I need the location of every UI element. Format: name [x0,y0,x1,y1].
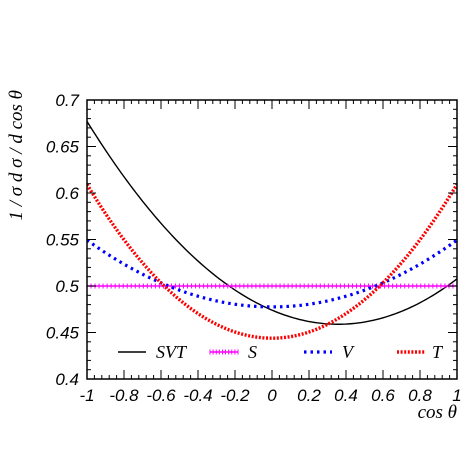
x-tick-label: 0.4 [334,386,358,405]
legend-label-s: S [248,342,257,362]
x-tick-label: 0.8 [408,386,432,405]
series-v-line [87,238,457,309]
x-tick-label: 0.2 [297,386,321,405]
legend-label-v: V [342,342,355,362]
y-tick-label: 0.7 [55,91,79,110]
y-tick-label: 0.4 [55,370,79,389]
y-tick-label: 0.55 [46,231,80,250]
x-tick-label: -0.4 [183,386,212,405]
x-tick-label: -1 [79,386,94,405]
x-tick-label: 0.6 [371,386,395,405]
series-svt-line [87,121,457,325]
x-tick-label: 0 [267,386,277,405]
y-tick-label: 0.45 [46,324,80,343]
series-layer [87,121,457,340]
legend-label-t: T [432,342,444,362]
x-tick-label: 1 [452,386,461,405]
y-tick-label: 0.65 [46,138,80,157]
ticks-layer: -1 -0.8 -0.6 -0.4 -0.2 0 0.2 0.4 0.6 0.8 1 0.4 0.45 0… [46,91,462,405]
y-tick-label: 0.5 [55,277,79,296]
plot-frame [86,99,458,380]
y-tick-label: 0.6 [55,184,79,203]
legend-label-svt: SVT [156,342,188,362]
legend: SVT S V T [118,342,444,362]
x-axis-title: cos θ [418,402,457,423]
x-tick-label: -0.6 [146,386,176,405]
x-tick-label: -0.8 [109,386,139,405]
y-axis-title: 1 / σ d σ / d cos θ [6,90,27,220]
x-tick-label: -0.2 [220,386,250,405]
series-t-line [87,183,457,340]
